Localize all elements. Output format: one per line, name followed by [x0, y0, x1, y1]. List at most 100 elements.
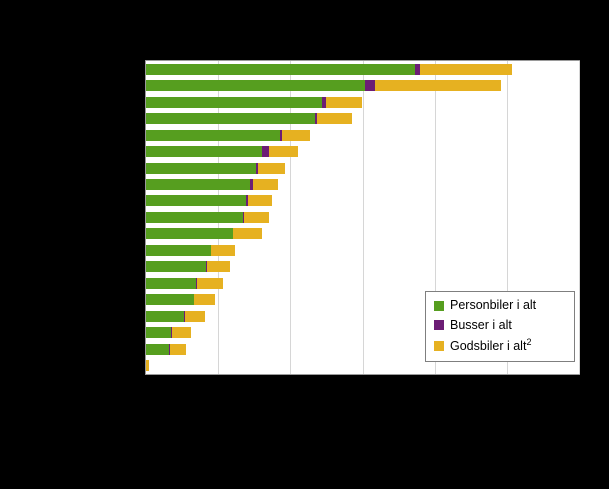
bar-segment-busser-i-alt: [365, 80, 376, 92]
gridline: [579, 61, 580, 374]
bar-stack: [146, 294, 579, 306]
legend-label: Personbiler i alt: [450, 298, 537, 313]
bar-segment-godsbiler-i-alt2: [211, 244, 236, 256]
bar-segment-busser-i-alt: [255, 162, 258, 174]
bar-segment-godsbiler-i-alt2: [194, 294, 216, 306]
bar-segment-busser-i-alt: [243, 211, 245, 223]
plot-area: Personbiler i alt Busser i alt Godsbiler i…: [145, 60, 580, 375]
bar-segment-godsbiler-i-alt2: [247, 195, 273, 207]
bar-segment-personbiler-i-alt: [146, 343, 169, 355]
bar-segment-busser-i-alt: [170, 327, 172, 339]
bar-stack: [146, 277, 579, 289]
bar-segment-godsbiler-i-alt2: [244, 211, 269, 223]
bar-stack: [146, 146, 579, 158]
legend-item: Busser i alt: [434, 319, 566, 332]
bar-segment-busser-i-alt: [183, 310, 185, 322]
bar-segment-godsbiler-i-alt2: [252, 179, 279, 191]
bar-row: [146, 77, 579, 93]
bar-segment-busser-i-alt: [195, 277, 197, 289]
bar-stack: [146, 63, 579, 75]
bar-segment-busser-i-alt: [210, 244, 212, 256]
bar-segment-godsbiler-i-alt2: [282, 129, 311, 141]
bar-row: [146, 259, 579, 275]
bar-stack: [146, 129, 579, 141]
bar-row: [146, 226, 579, 242]
bar-segment-godsbiler-i-alt2: [206, 261, 231, 273]
bar-stack: [146, 113, 579, 125]
bar-segment-busser-i-alt: [280, 129, 283, 141]
bar-segment-busser-i-alt: [250, 179, 253, 191]
bar-stack: [146, 96, 579, 108]
bar-stack: [146, 80, 579, 92]
bar-row: [146, 61, 579, 77]
gridline: [506, 61, 508, 374]
bar-segment-personbiler-i-alt: [146, 162, 256, 174]
legend-swatch-icon: [434, 320, 444, 331]
legend-swatch-icon: [434, 340, 444, 351]
bar-segment-busser-i-alt: [322, 96, 327, 108]
bar-segment-personbiler-i-alt: [146, 244, 211, 256]
bar-segment-godsbiler-i-alt2: [419, 63, 513, 75]
bar-row: [146, 275, 579, 291]
bar-segment-busser-i-alt: [168, 343, 170, 355]
bar-row: [146, 160, 579, 176]
bar-segment-personbiler-i-alt: [146, 327, 171, 339]
bar-segment-personbiler-i-alt: [146, 80, 366, 92]
bar-segment-personbiler-i-alt: [146, 129, 281, 141]
bar-segment-busser-i-alt: [193, 294, 195, 306]
bar-segment-godsbiler-i-alt2: [169, 343, 186, 355]
bar-stack: [146, 244, 579, 256]
bar-row: [146, 143, 579, 159]
bar-row: [146, 193, 579, 209]
bar-stack: [146, 360, 579, 372]
legend-item: Godsbiler i alt2: [434, 338, 566, 353]
bar-row: [146, 127, 579, 143]
legend-label: Godsbiler i alt2: [450, 337, 532, 354]
bar-segment-busser-i-alt: [315, 113, 318, 125]
gridline: [434, 61, 436, 374]
bar-stack: [146, 179, 579, 191]
bar-stack: [146, 211, 579, 223]
bar-stack: [146, 228, 579, 240]
bar-segment-busser-i-alt: [245, 195, 248, 207]
bar-row: [146, 176, 579, 192]
bar-segment-godsbiler-i-alt2: [375, 80, 502, 92]
bar-segment-personbiler-i-alt: [146, 179, 251, 191]
legend-item: Personbiler i alt: [434, 299, 566, 312]
bar-stack: [146, 162, 579, 174]
bar-row: [146, 94, 579, 110]
bar-segment-personbiler-i-alt: [146, 195, 246, 207]
bar-stack: [146, 261, 579, 273]
gridline: [290, 61, 292, 374]
bar-row: [146, 341, 579, 357]
bar-segment-personbiler-i-alt: [146, 211, 244, 223]
bar-segment-busser-i-alt: [262, 146, 269, 158]
bar-segment-godsbiler-i-alt2: [326, 96, 363, 108]
bar-segment-busser-i-alt: [414, 63, 420, 75]
bar-segment-godsbiler-i-alt2: [146, 360, 150, 372]
bar-segment-busser-i-alt: [232, 228, 234, 240]
gridline: [362, 61, 364, 374]
bar-group: [146, 61, 579, 374]
bar-segment-busser-i-alt: [205, 261, 207, 273]
bar-segment-godsbiler-i-alt2: [317, 113, 353, 125]
bar-segment-personbiler-i-alt: [146, 96, 323, 108]
bar-segment-personbiler-i-alt: [146, 261, 206, 273]
legend: Personbiler i alt Busser i alt Godsbiler i…: [425, 291, 575, 362]
bar-segment-personbiler-i-alt: [146, 146, 263, 158]
bar-row: [146, 325, 579, 341]
bar-row: [146, 292, 579, 308]
bar-segment-personbiler-i-alt: [146, 113, 316, 125]
bar-segment-godsbiler-i-alt2: [233, 228, 263, 240]
bar-row: [146, 242, 579, 258]
bar-segment-godsbiler-i-alt2: [268, 146, 298, 158]
bar-row: [146, 308, 579, 324]
bar-stack: [146, 343, 579, 355]
bar-row: [146, 110, 579, 126]
bar-segment-personbiler-i-alt: [146, 63, 415, 75]
bar-segment-personbiler-i-alt: [146, 310, 184, 322]
bar-segment-godsbiler-i-alt2: [171, 327, 192, 339]
bar-stack: [146, 327, 579, 339]
bar-segment-personbiler-i-alt: [146, 228, 233, 240]
